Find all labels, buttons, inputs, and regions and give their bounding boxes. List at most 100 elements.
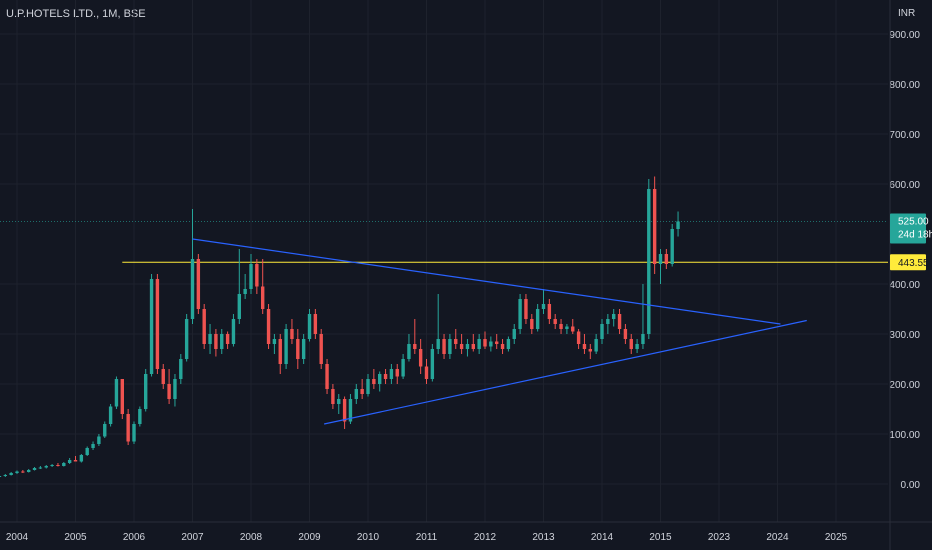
candle-body (173, 379, 177, 399)
candle-body (342, 399, 347, 422)
current-price-tag (890, 213, 926, 244)
candle-body (635, 344, 639, 349)
x-tick-label: 2012 (474, 532, 497, 543)
candle-body (27, 470, 31, 472)
candle-body (348, 399, 353, 422)
candle-body (208, 334, 212, 344)
x-tick-label: 2011 (416, 532, 438, 543)
candle-body (249, 264, 253, 289)
candle-body (196, 259, 201, 309)
candle-body (612, 314, 616, 319)
candle-body (553, 319, 557, 324)
candle-body (155, 279, 160, 369)
candle-body (44, 466, 48, 468)
candle-body (471, 344, 475, 349)
grid (0, 0, 888, 522)
x-tick-label: 2007 (181, 532, 204, 543)
candle-body (623, 329, 628, 339)
candle-body (307, 314, 312, 339)
candle-body (266, 309, 271, 344)
candle-body (301, 339, 306, 359)
candle-body (629, 339, 633, 349)
candles (0, 176, 680, 477)
candle-body (0, 476, 2, 477)
candle-body (454, 339, 458, 344)
y-axis: 900.00 800.00 700.00 600.00 400.00 300.00 200.… (889, 0, 920, 550)
candle-body (138, 409, 142, 424)
candle-body (331, 389, 335, 404)
candle-body (237, 294, 241, 319)
trendlines (192, 238, 807, 425)
candle-body (378, 374, 382, 384)
y-tick-label: 0.00 (901, 480, 921, 491)
candle-body (541, 304, 546, 309)
candle-body (120, 379, 124, 414)
x-tick-label: 2015 (649, 532, 672, 543)
candle-body (32, 468, 37, 470)
candle-body (459, 344, 464, 349)
trendline[interactable] (192, 238, 781, 325)
candle-body (202, 309, 206, 344)
candle-body (600, 324, 604, 339)
candle-body (261, 286, 265, 309)
candle-body (664, 254, 669, 264)
candle-body (220, 334, 224, 349)
candle-body (21, 471, 25, 473)
candle-body (559, 324, 563, 329)
y-tick-label: 800.00 (889, 80, 920, 91)
candle-body (395, 369, 399, 377)
candle-body (424, 366, 429, 379)
y-tick-label: 200.00 (889, 380, 920, 391)
candle-body (179, 359, 183, 379)
candle-body (641, 334, 645, 344)
countdown-label: 24d 18h (898, 230, 932, 241)
candle-body (126, 414, 130, 442)
candle-body (658, 254, 663, 264)
candle-body (313, 314, 318, 334)
candle-body (489, 341, 493, 347)
candle-body (418, 349, 423, 367)
candle-body (38, 467, 43, 469)
candle-body (284, 329, 288, 364)
y-tick-label: 100.00 (889, 430, 920, 441)
candle-body (430, 349, 435, 379)
candle-body (360, 389, 364, 394)
x-tick-label: 2005 (64, 532, 87, 543)
candle-body (436, 339, 440, 349)
candle-body (319, 334, 323, 364)
candle-body (255, 264, 259, 287)
candle-body (9, 473, 13, 475)
x-tick-label: 2008 (240, 532, 263, 543)
candle-body (15, 471, 19, 473)
candle-body (296, 339, 300, 359)
candle-body (50, 465, 54, 466)
candle-body (442, 339, 446, 354)
y-tick-label: 400.00 (889, 280, 920, 291)
candle-body (676, 221, 680, 229)
candle-body (565, 326, 569, 329)
candle-body (290, 329, 294, 339)
y-tick-label: 300.00 (889, 330, 920, 341)
candle-body (383, 374, 388, 379)
y-tick-label: 900.00 (889, 30, 920, 41)
candle-body (477, 339, 481, 349)
candle-body (161, 369, 165, 384)
trendline[interactable] (323, 319, 807, 425)
candle-body (214, 334, 218, 349)
x-tick-label: 2025 (825, 532, 848, 543)
candle-body (506, 339, 511, 349)
candle-body (465, 344, 470, 349)
candle-body (167, 384, 171, 399)
candle-body (325, 364, 329, 389)
candle-body (401, 359, 405, 377)
candle-body (144, 374, 148, 409)
candle-body (190, 259, 195, 319)
candle-body (670, 229, 674, 264)
x-tick-label: 2010 (357, 532, 380, 543)
candle-body (103, 424, 107, 437)
x-tick-label: 2023 (708, 532, 731, 543)
candle-body (79, 455, 84, 462)
candle-body (606, 319, 610, 324)
x-tick-label: 2014 (591, 532, 614, 543)
